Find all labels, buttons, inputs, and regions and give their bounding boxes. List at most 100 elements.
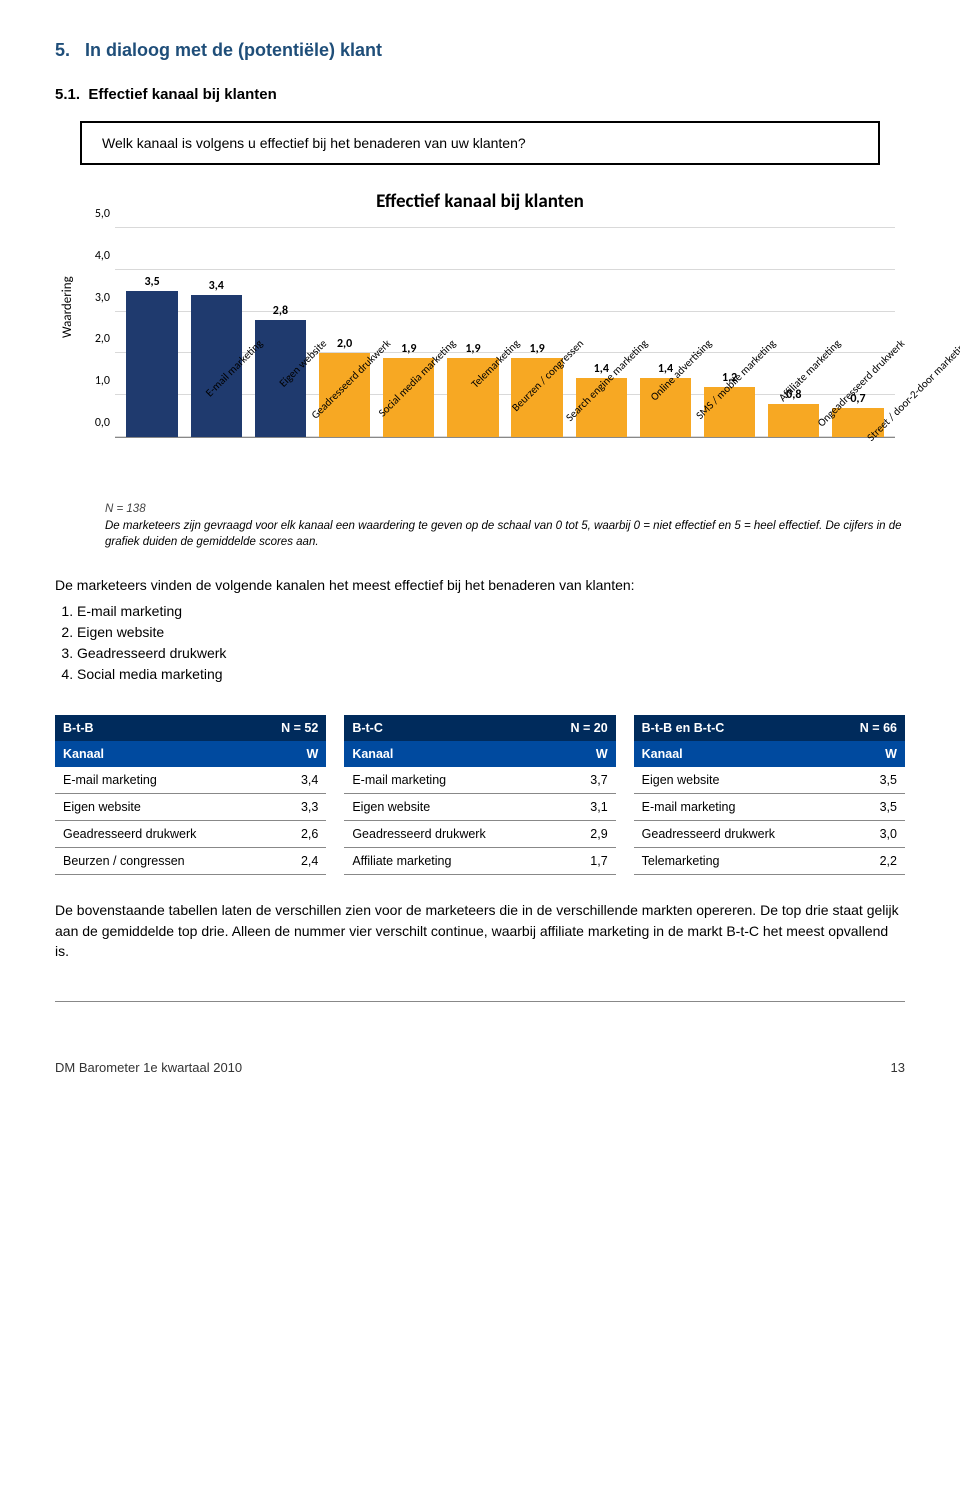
- table-cell-channel: Eigen website: [344, 794, 544, 821]
- footer-rule: [55, 1001, 905, 1002]
- chart-bar-value-label: 1,9: [465, 342, 480, 356]
- table-cell-value: 2,2: [834, 848, 905, 875]
- table-cell-value: 3,5: [834, 767, 905, 794]
- table-cell-value: 2,6: [255, 821, 326, 848]
- chart-y-tick: 3,0: [80, 291, 110, 305]
- chart-bar: [126, 291, 177, 437]
- table-row: Telemarketing2,2: [634, 848, 905, 875]
- chart-y-tick: 4,0: [80, 249, 110, 263]
- chart-x-label-slot: Online advertising: [569, 443, 633, 558]
- table-row: E-mail marketing3,5: [634, 794, 905, 821]
- chart-bar-value-label: 3,5: [144, 275, 159, 289]
- table-row: Affiliate marketing1,7: [344, 848, 615, 875]
- comparison-table: B-t-BN = 52KanaalWE-mail marketing3,4Eig…: [55, 715, 326, 875]
- chart-x-labels: E-mail marketingEigen websiteGeadresseer…: [115, 443, 895, 558]
- table-row: E-mail marketing3,7: [344, 767, 615, 794]
- table-col-header: Kanaal: [55, 741, 255, 767]
- closing-paragraph: De bovenstaande tabellen laten de versch…: [55, 900, 905, 961]
- table-cell-channel: E-mail marketing: [344, 767, 544, 794]
- table-row: Eigen website3,3: [55, 794, 326, 821]
- table-row: Beurzen / congressen2,4: [55, 848, 326, 875]
- table-col-header: W: [834, 741, 905, 767]
- section-heading: 5. In dialoog met de (potentiële) klant: [55, 40, 905, 61]
- chart-x-label-slot: SMS / mobile marketing: [633, 443, 697, 558]
- table-cell-channel: Geadresseerd drukwerk: [634, 821, 834, 848]
- table-row: E-mail marketing3,4: [55, 767, 326, 794]
- comparison-tables: B-t-BN = 52KanaalWE-mail marketing3,4Eig…: [55, 715, 905, 875]
- table-title: B-t-B en B-t-C: [634, 715, 834, 741]
- comparison-table: B-t-B en B-t-CN = 66KanaalWEigen website…: [634, 715, 905, 875]
- table-row: Geadresseerd drukwerk2,9: [344, 821, 615, 848]
- table-cell-channel: Beurzen / congressen: [55, 848, 255, 875]
- chart-bar-value-label: 1,9: [529, 342, 544, 356]
- table-cell-channel: E-mail marketing: [634, 794, 834, 821]
- table-row: Geadresseerd drukwerk2,6: [55, 821, 326, 848]
- subsection-heading: 5.1. Effectief kanaal bij klanten: [55, 86, 905, 103]
- findings-list-item: Geadresseerd drukwerk: [77, 643, 905, 664]
- chart-y-tick: 1,0: [80, 374, 110, 388]
- table-cell-channel: Geadresseerd drukwerk: [55, 821, 255, 848]
- table-cell-channel: Geadresseerd drukwerk: [344, 821, 544, 848]
- table-col-header: W: [544, 741, 615, 767]
- findings-intro: De marketeers vinden de volgende kanalen…: [55, 575, 905, 595]
- chart-x-label-slot: Affiliate marketing: [698, 443, 762, 558]
- survey-question-box: Welk kanaal is volgens u effectief bij h…: [80, 121, 880, 165]
- survey-question-text: Welk kanaal is volgens u effectief bij h…: [102, 135, 526, 151]
- chart-x-label-slot: Social media marketing: [313, 443, 377, 558]
- table-sample-size: N = 52: [255, 715, 326, 741]
- chart-bar-value-label: 3,4: [209, 279, 224, 293]
- chart-x-label-slot: Beurzen / congressen: [441, 443, 505, 558]
- table-cell-channel: E-mail marketing: [55, 767, 255, 794]
- table-cell-channel: Telemarketing: [634, 848, 834, 875]
- chart-x-label-slot: Geadresseerd drukwerk: [248, 443, 312, 558]
- table-sample-size: N = 20: [544, 715, 615, 741]
- findings-list-item: E-mail marketing: [77, 601, 905, 622]
- chart-bar-value-label: 2,0: [337, 337, 352, 351]
- findings-list-item: Social media marketing: [77, 664, 905, 685]
- chart-x-label-slot: Search engine marketing: [505, 443, 569, 558]
- chart-y-axis-label: Waardering: [60, 276, 75, 338]
- table-cell-value: 3,1: [544, 794, 615, 821]
- chart-x-label-slot: E-mail marketing: [120, 443, 184, 558]
- subsection-number: 5.1.: [55, 86, 80, 103]
- table-cell-value: 3,5: [834, 794, 905, 821]
- table-cell-value: 3,0: [834, 821, 905, 848]
- findings-list-item: Eigen website: [77, 622, 905, 643]
- table-cell-value: 1,7: [544, 848, 615, 875]
- chart-x-label-slot: Eigen website: [184, 443, 248, 558]
- table-col-header: Kanaal: [344, 741, 544, 767]
- table-cell-value: 3,4: [255, 767, 326, 794]
- findings-list: E-mail marketingEigen websiteGeadresseer…: [77, 601, 905, 685]
- table-cell-value: 2,4: [255, 848, 326, 875]
- footer-doc-title: DM Barometer 1e kwartaal 2010: [55, 1060, 242, 1075]
- subsection-title-text: Effectief kanaal bij klanten: [88, 86, 276, 103]
- table-cell-value: 3,3: [255, 794, 326, 821]
- bar-chart: Effectief kanaal bij klanten Waardering …: [55, 190, 905, 488]
- table-cell-value: 2,9: [544, 821, 615, 848]
- chart-y-tick: 0,0: [80, 416, 110, 430]
- chart-bar-column: 3,5: [120, 228, 184, 437]
- comparison-table: B-t-CN = 20KanaalWE-mail marketing3,7Eig…: [344, 715, 615, 875]
- chart-bar-value-label: 2,8: [273, 304, 288, 318]
- chart-x-label-slot: Ongeadresseerd drukwerk: [762, 443, 826, 558]
- table-col-header: W: [255, 741, 326, 767]
- section-number: 5.: [55, 40, 70, 60]
- table-row: Geadresseerd drukwerk3,0: [634, 821, 905, 848]
- table-title: B-t-B: [55, 715, 255, 741]
- chart-bar-value-label: 1,9: [401, 342, 416, 356]
- footer-page-number: 13: [891, 1060, 905, 1075]
- table-col-header: Kanaal: [634, 741, 834, 767]
- table-cell-value: 3,7: [544, 767, 615, 794]
- chart-x-label-slot: Street / door-2-door marketing: [826, 443, 890, 558]
- table-cell-channel: Affiliate marketing: [344, 848, 544, 875]
- chart-y-tick: 5,0: [80, 207, 110, 221]
- page-footer: DM Barometer 1e kwartaal 2010 13: [55, 1052, 905, 1075]
- chart-x-label-slot: Telemarketing: [377, 443, 441, 558]
- chart-y-tick: 2,0: [80, 332, 110, 346]
- table-cell-channel: Eigen website: [55, 794, 255, 821]
- chart-title: Effectief kanaal bij klanten: [55, 190, 905, 213]
- table-row: Eigen website3,1: [344, 794, 615, 821]
- table-cell-channel: Eigen website: [634, 767, 834, 794]
- table-title: B-t-C: [344, 715, 544, 741]
- section-title-text: In dialoog met de (potentiële) klant: [85, 40, 382, 60]
